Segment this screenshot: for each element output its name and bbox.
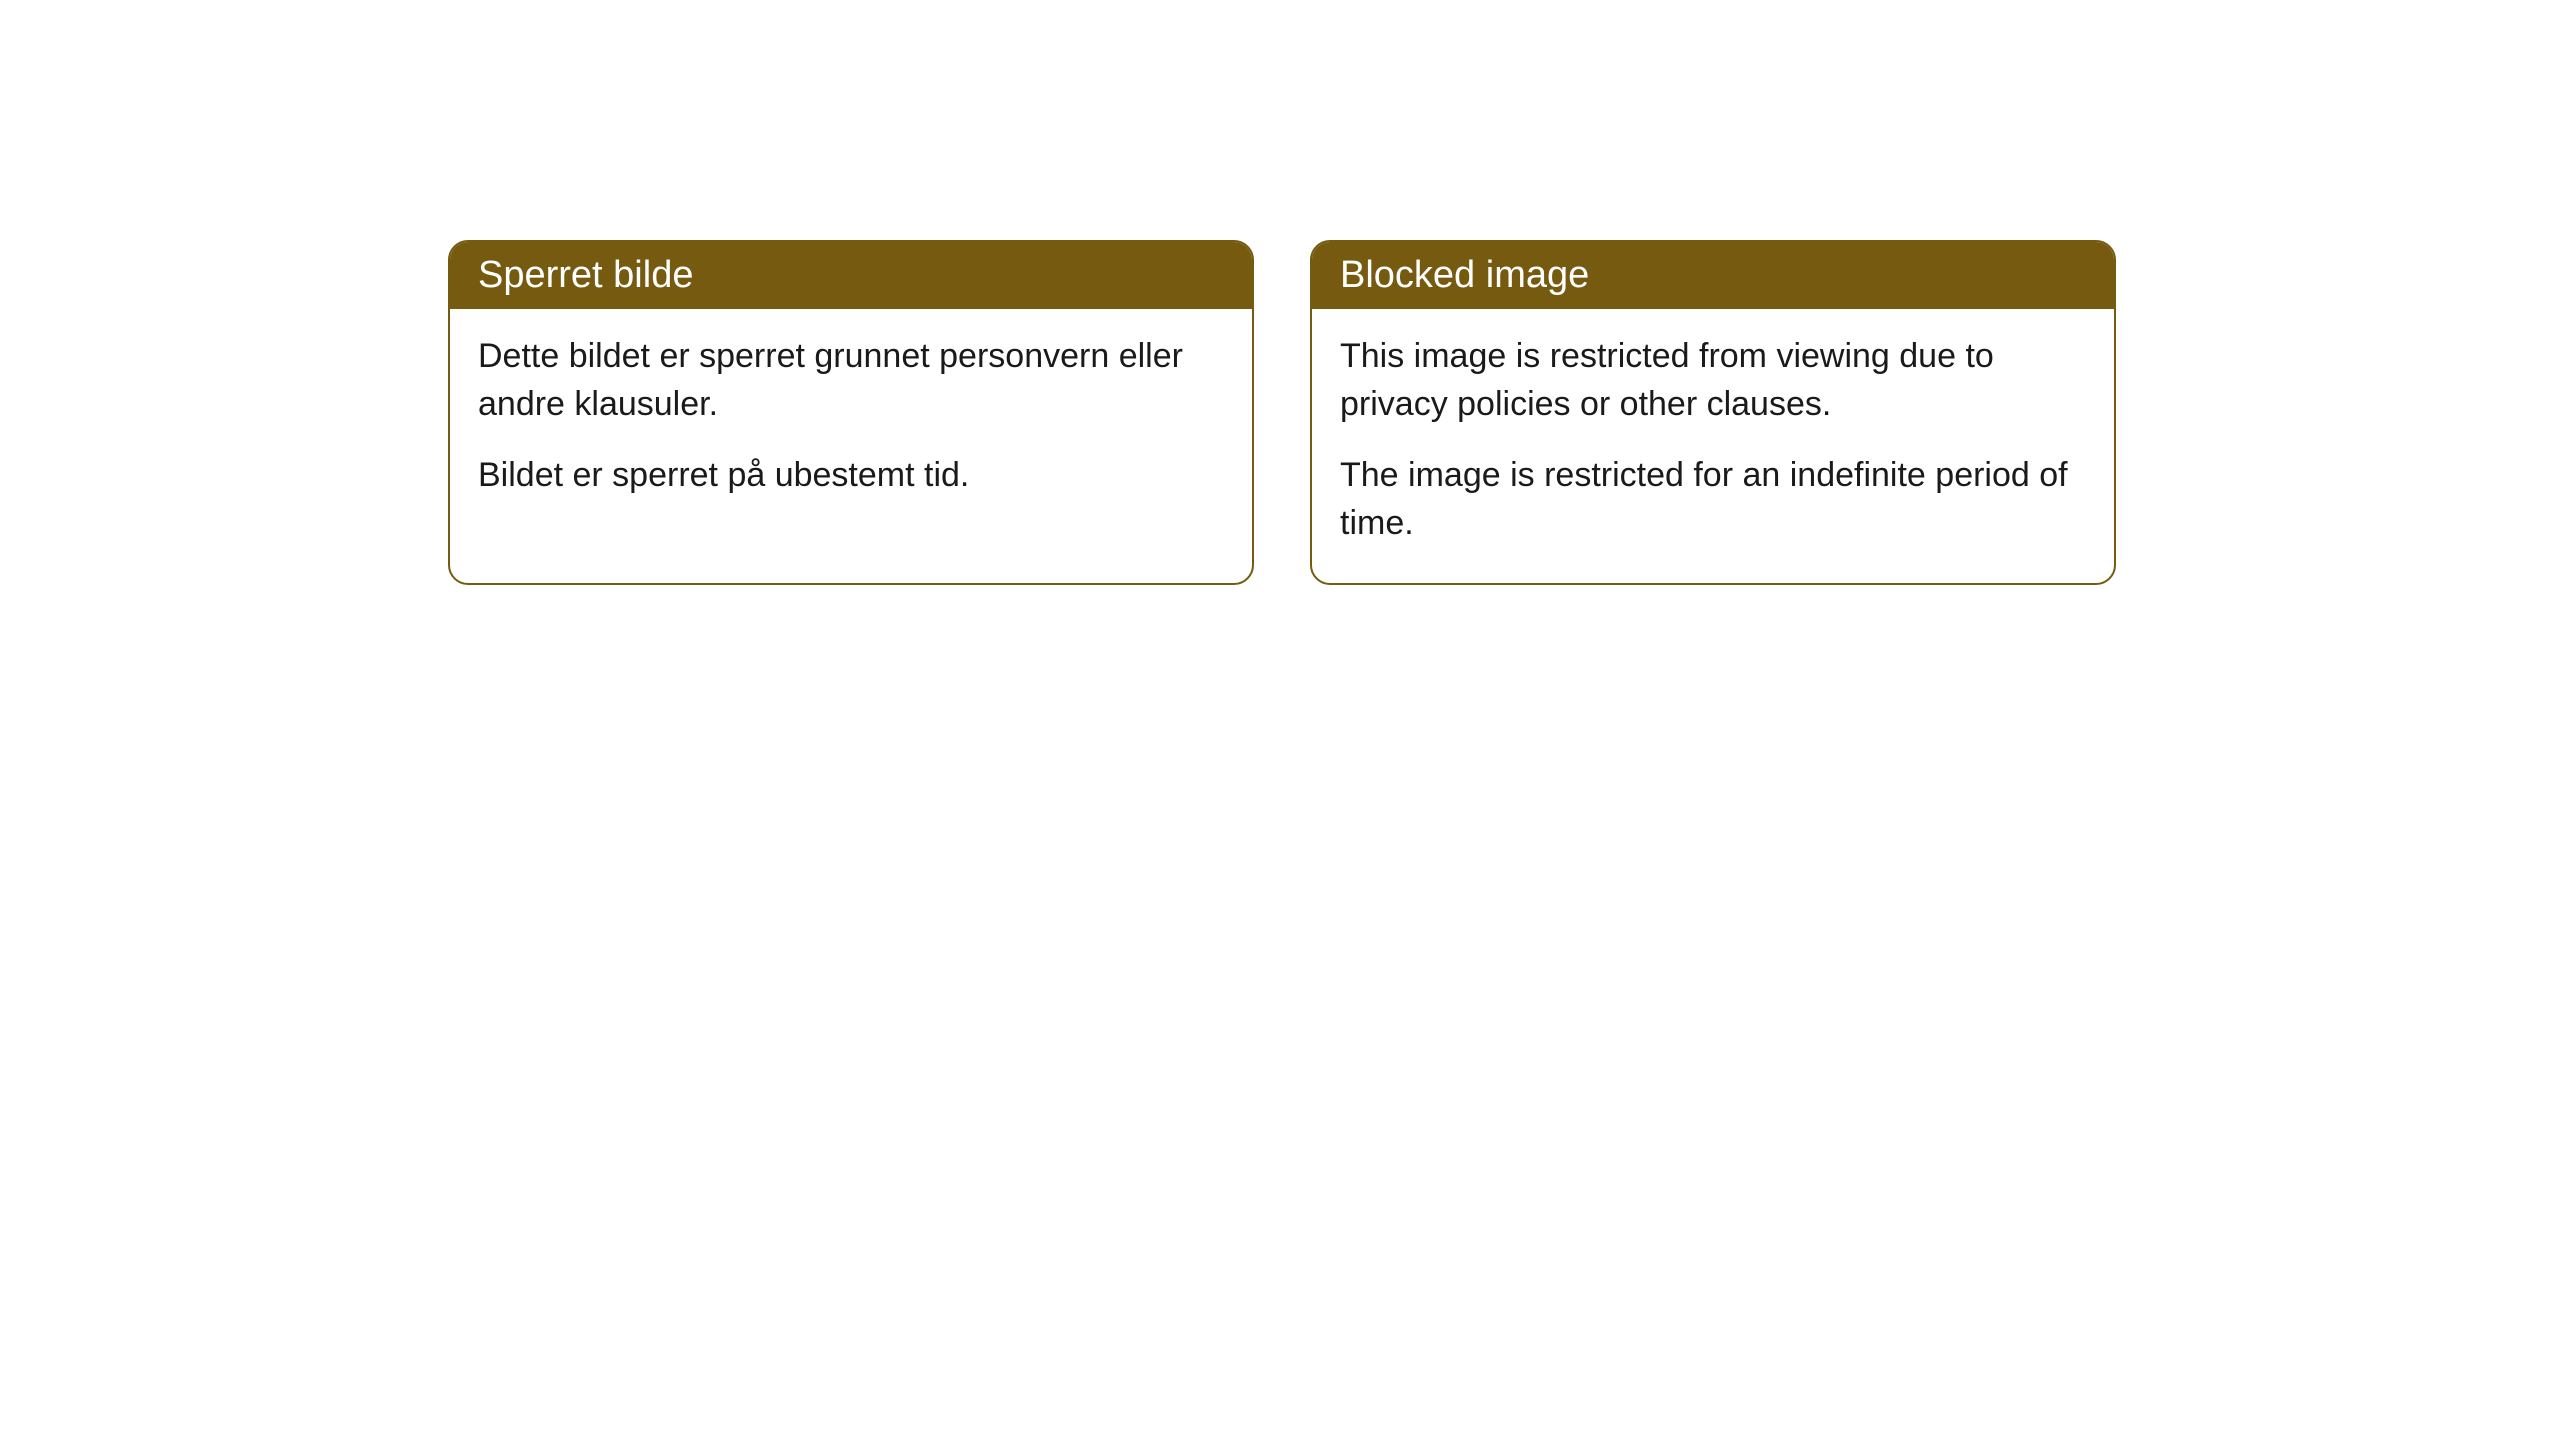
- card-title-english: Blocked image: [1340, 254, 1589, 296]
- card-body-english: This image is restricted from viewing du…: [1312, 309, 2114, 583]
- card-paragraph-norwegian-2: Bildet er sperret på ubestemt tid.: [478, 452, 1224, 500]
- card-paragraph-english-2: The image is restricted for an indefinit…: [1340, 452, 2086, 547]
- card-header-norwegian: Sperret bilde: [450, 242, 1252, 309]
- card-title-norwegian: Sperret bilde: [478, 254, 693, 296]
- card-paragraph-norwegian-1: Dette bildet er sperret grunnet personve…: [478, 333, 1224, 428]
- card-body-norwegian: Dette bildet er sperret grunnet personve…: [450, 309, 1252, 536]
- notice-cards-container: Sperret bilde Dette bildet er sperret gr…: [448, 240, 2116, 585]
- notice-card-english: Blocked image This image is restricted f…: [1310, 240, 2116, 585]
- notice-card-norwegian: Sperret bilde Dette bildet er sperret gr…: [448, 240, 1254, 585]
- card-header-english: Blocked image: [1312, 242, 2114, 309]
- card-paragraph-english-1: This image is restricted from viewing du…: [1340, 333, 2086, 428]
